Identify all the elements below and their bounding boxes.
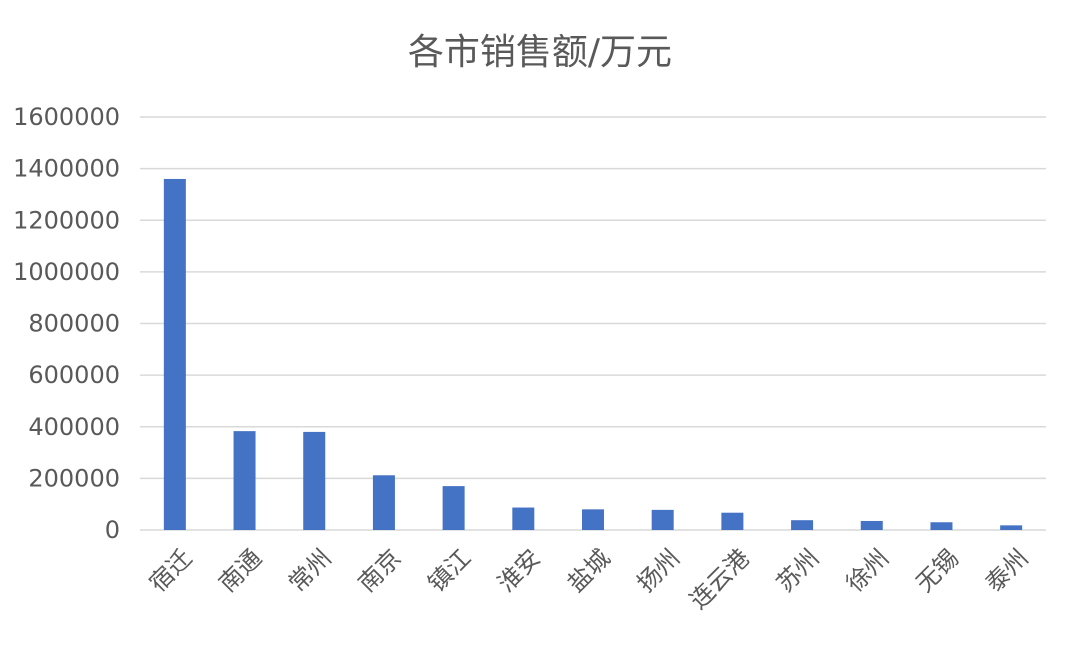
x-category-label: 盐城 (562, 544, 616, 598)
bar-常州 (303, 431, 326, 530)
chart-title: 各市销售额/万元 (408, 32, 672, 73)
bar-无锡 (930, 522, 953, 530)
y-axis-tick-labels: 0 200000 400000 600000 800000 1000000 1200000 1… (13, 103, 120, 544)
x-category-label: 扬州 (632, 544, 686, 598)
x-category-label: 南通 (213, 544, 267, 598)
x-category-label: 泰州 (980, 544, 1034, 598)
bar-淮安 (512, 507, 535, 530)
y-tick-label: 600000 (28, 361, 120, 389)
bar-泰州 (1000, 525, 1023, 530)
x-category-label: 淮安 (492, 544, 546, 598)
y-tick-label: 800000 (28, 310, 120, 338)
bar-南京 (372, 475, 395, 530)
gridlines (140, 116, 1046, 531)
x-category-label: 连云港 (684, 544, 755, 615)
x-category-label: 镇江 (423, 544, 477, 598)
bar-徐州 (860, 520, 883, 530)
y-tick-label: 1600000 (13, 103, 120, 131)
x-category-label: 南京 (353, 544, 407, 598)
y-tick-label: 1200000 (13, 206, 120, 234)
bar-宿迁 (163, 178, 186, 530)
bar-镇江 (442, 486, 465, 530)
x-category-label: 徐州 (841, 544, 895, 598)
x-category-label: 苏州 (771, 544, 825, 598)
x-category-label: 无锡 (910, 544, 964, 598)
bar-盐城 (582, 509, 604, 530)
y-tick-label: 1000000 (13, 258, 120, 286)
y-tick-label: 200000 (28, 464, 120, 492)
bar-南通 (233, 431, 256, 530)
bars (163, 178, 1023, 530)
bar-连云港 (721, 512, 744, 530)
y-tick-label: 400000 (28, 413, 120, 441)
bar-苏州 (791, 520, 814, 530)
y-tick-label: 1400000 (13, 155, 120, 183)
x-category-label: 宿迁 (144, 544, 198, 598)
y-tick-label: 0 (105, 516, 120, 544)
x-category-label: 常州 (283, 544, 337, 598)
bar-扬州 (651, 509, 674, 530)
